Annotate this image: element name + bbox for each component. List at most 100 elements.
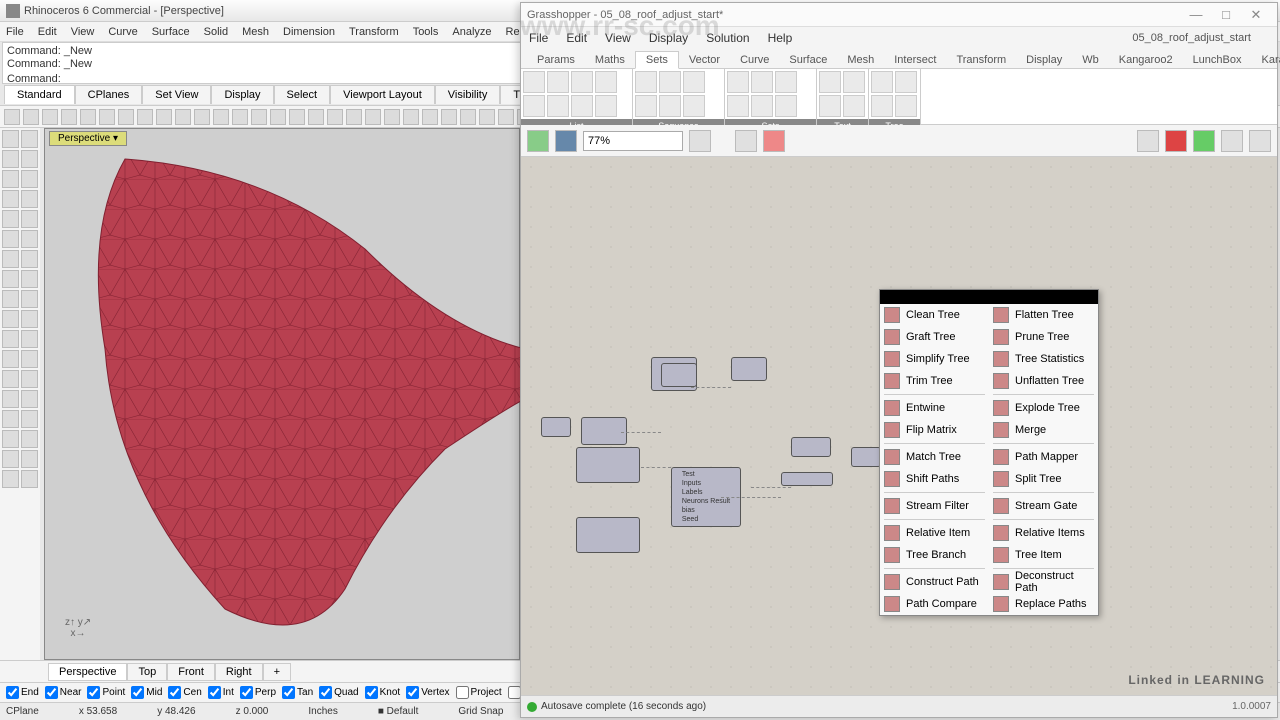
tree-item-trim-tree[interactable]: Trim Tree	[880, 370, 989, 392]
rhino-menu-file[interactable]: File	[6, 26, 24, 38]
osnap-perp[interactable]: Perp	[240, 686, 276, 699]
minimize-button[interactable]: —	[1181, 6, 1211, 24]
rhino-tab-set-view[interactable]: Set View	[142, 85, 211, 104]
rhino-menu-edit[interactable]: Edit	[38, 26, 57, 38]
rhino-tool-18[interactable]	[346, 109, 362, 125]
ribbon-tab-display[interactable]: Display	[1016, 52, 1072, 68]
tree-item-shift-paths[interactable]: Shift Paths	[880, 468, 989, 490]
rhino-menu-view[interactable]: View	[71, 26, 95, 38]
tree-item-match-tree[interactable]: Match Tree	[880, 446, 989, 468]
left-tool-6-1[interactable]	[21, 250, 38, 268]
left-tool-13-0[interactable]	[2, 390, 19, 408]
left-tool-2-1[interactable]	[21, 170, 38, 188]
ribbon-icon[interactable]	[683, 71, 705, 93]
osnap-vertex[interactable]: Vertex	[406, 686, 449, 699]
ribbon-icon[interactable]	[895, 71, 917, 93]
rhino-tool-6[interactable]	[118, 109, 134, 125]
left-tool-9-0[interactable]	[2, 310, 19, 328]
left-tool-12-1[interactable]	[21, 370, 38, 388]
tree-item-prune-tree[interactable]: Prune Tree	[989, 326, 1098, 348]
gh-menu-file[interactable]: File	[529, 31, 548, 45]
left-tool-5-0[interactable]	[2, 230, 19, 248]
ribbon-icon[interactable]	[871, 95, 893, 117]
gh-node-2[interactable]	[661, 363, 697, 387]
ribbon-icon[interactable]	[751, 95, 773, 117]
tree-dropdown-menu[interactable]: Clean TreeGraft TreeSimplify TreeTrim Tr…	[879, 289, 1099, 616]
rhino-menu-dimension[interactable]: Dimension	[283, 26, 335, 38]
tree-item-merge[interactable]: Merge	[989, 419, 1098, 441]
ribbon-icon[interactable]	[751, 71, 773, 93]
left-tool-16-0[interactable]	[2, 450, 19, 468]
rhino-tool-23[interactable]	[441, 109, 457, 125]
rhino-tool-5[interactable]	[99, 109, 115, 125]
gh-titlebar[interactable]: Grasshopper - 05_08_roof_adjust_start* —…	[521, 3, 1277, 27]
tree-item-graft-tree[interactable]: Graft Tree	[880, 326, 989, 348]
osnap-near[interactable]: Near	[45, 686, 82, 699]
left-tool-1-0[interactable]	[2, 150, 19, 168]
view-tab-front[interactable]: Front	[167, 663, 215, 681]
gh-menu-display[interactable]: Display	[649, 31, 688, 45]
gh-node-4[interactable]	[541, 417, 571, 437]
gh-node-0[interactable]	[581, 417, 627, 445]
left-tool-4-1[interactable]	[21, 210, 38, 228]
ribbon-tab-transform[interactable]: Transform	[946, 52, 1016, 68]
tree-item-relative-item[interactable]: Relative Item	[880, 522, 989, 544]
tree-item-replace-paths[interactable]: Replace Paths	[989, 593, 1098, 615]
osnap-cen[interactable]: Cen	[168, 686, 201, 699]
ribbon-icon[interactable]	[523, 95, 545, 117]
ribbon-icon[interactable]	[571, 71, 593, 93]
zoom-dropdown[interactable]	[583, 131, 683, 151]
tree-item-simplify-tree[interactable]: Simplify Tree	[880, 348, 989, 370]
left-tool-4-0[interactable]	[2, 210, 19, 228]
tree-item-construct-path[interactable]: Construct Path	[880, 571, 989, 593]
rhino-tool-16[interactable]	[308, 109, 324, 125]
ribbon-tab-params[interactable]: Params	[527, 52, 585, 68]
tree-item-split-tree[interactable]: Split Tree	[989, 468, 1098, 490]
preview-button[interactable]	[735, 130, 757, 152]
rhino-tool-19[interactable]	[365, 109, 381, 125]
rhino-tool-25[interactable]	[479, 109, 495, 125]
tree-item-flatten-tree[interactable]: Flatten Tree	[989, 304, 1098, 326]
tree-item-path-compare[interactable]: Path Compare	[880, 593, 989, 615]
status-gridsnap[interactable]: Grid Snap	[458, 706, 503, 717]
gh-node-5[interactable]	[576, 447, 640, 483]
osnap-int[interactable]: Int	[208, 686, 234, 699]
rhino-menu-curve[interactable]: Curve	[108, 26, 137, 38]
tree-item-stream-filter[interactable]: Stream Filter	[880, 495, 989, 517]
gh-node-9[interactable]	[791, 437, 831, 457]
rhino-tool-10[interactable]	[194, 109, 210, 125]
gh-canvas[interactable]: Clean TreeGraft TreeSimplify TreeTrim Tr…	[521, 157, 1277, 695]
shade-button[interactable]	[1165, 130, 1187, 152]
ribbon-icon[interactable]	[595, 95, 617, 117]
gh-menu-view[interactable]: View	[605, 31, 631, 45]
ribbon-icon[interactable]	[523, 71, 545, 93]
rhino-menu-mesh[interactable]: Mesh	[242, 26, 269, 38]
rhino-tool-4[interactable]	[80, 109, 96, 125]
osnap-end[interactable]: End	[6, 686, 39, 699]
ribbon-icon[interactable]	[659, 71, 681, 93]
left-tool-11-0[interactable]	[2, 350, 19, 368]
rhino-tool-17[interactable]	[327, 109, 343, 125]
maximize-button[interactable]: □	[1211, 6, 1241, 24]
rhino-menu-tools[interactable]: Tools	[413, 26, 439, 38]
tree-item-tree-branch[interactable]: Tree Branch	[880, 544, 989, 566]
tree-item-stream-gate[interactable]: Stream Gate	[989, 495, 1098, 517]
gh-ribbon-tabs[interactable]: ParamsMathsSetsVectorCurveSurfaceMeshInt…	[521, 49, 1277, 69]
rhino-tool-12[interactable]	[232, 109, 248, 125]
ribbon-icon[interactable]	[727, 71, 749, 93]
view-tab-top[interactable]: Top	[127, 663, 167, 681]
rhino-tool-9[interactable]	[175, 109, 191, 125]
ribbon-icon[interactable]	[871, 71, 893, 93]
rhino-tool-7[interactable]	[137, 109, 153, 125]
left-tool-16-1[interactable]	[21, 450, 38, 468]
ribbon-icon[interactable]	[819, 71, 841, 93]
gh-menu-help[interactable]: Help	[768, 31, 793, 45]
view-tab-right[interactable]: Right	[215, 663, 263, 681]
viewport-label[interactable]: Perspective ▾	[49, 131, 127, 146]
left-tool-9-1[interactable]	[21, 310, 38, 328]
ribbon-tab-karamba[interactable]: Karamba	[1252, 52, 1280, 68]
ribbon-tab-mesh[interactable]: Mesh	[837, 52, 884, 68]
display-mode-button[interactable]	[1137, 130, 1159, 152]
left-tool-1-1[interactable]	[21, 150, 38, 168]
ribbon-tab-intersect[interactable]: Intersect	[884, 52, 946, 68]
